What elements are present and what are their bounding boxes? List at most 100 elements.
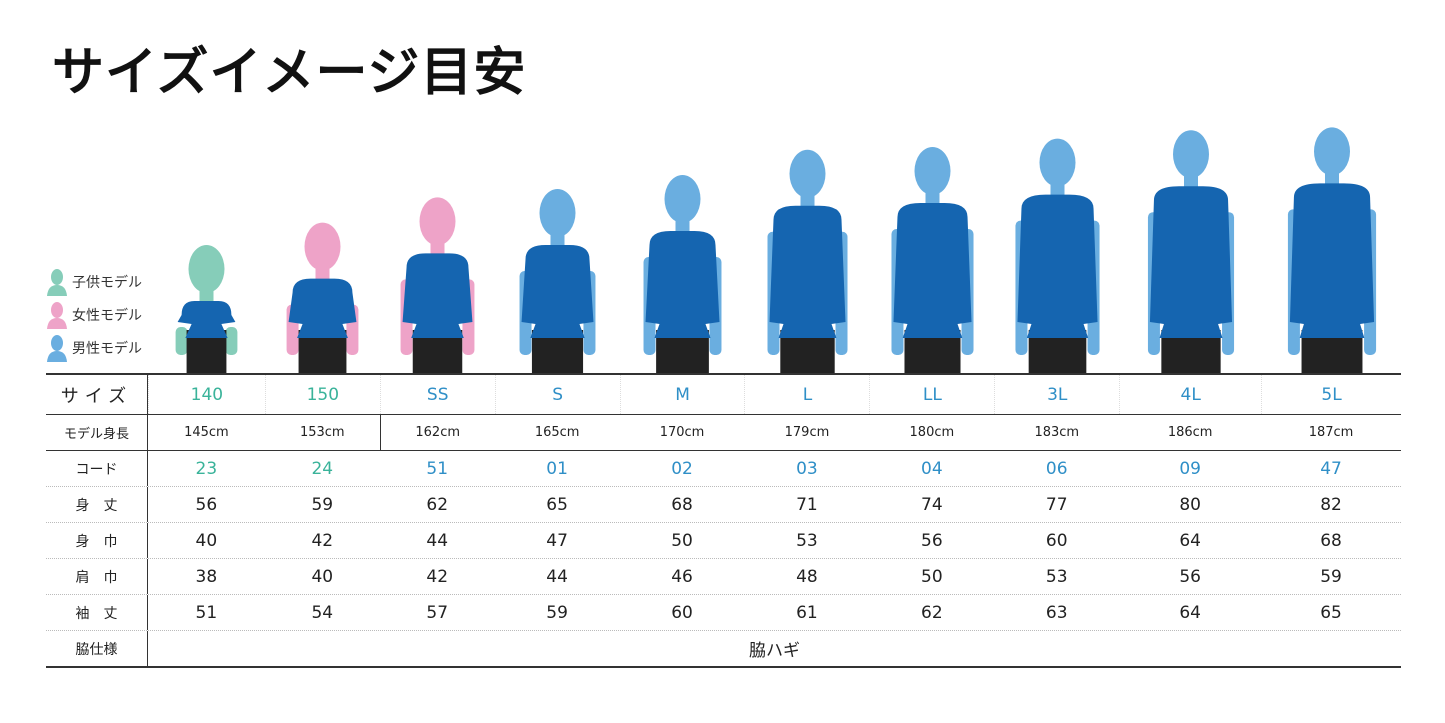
legend-item-female: 女性モデル [46, 301, 142, 329]
table-cell: 59 [1320, 566, 1342, 587]
table-cell: 50 [671, 530, 693, 551]
table-cell: L [744, 375, 869, 414]
table-cell: 23 [195, 458, 218, 479]
table-cell: 46 [671, 566, 693, 587]
row-header: 肩 巾 [46, 559, 148, 594]
table-cell: 80 [1179, 494, 1201, 515]
table-cell: 64 [1179, 530, 1201, 551]
model-figure-male [519, 189, 596, 373]
table-cell: 186cm [1167, 425, 1213, 440]
person-icon [47, 269, 67, 296]
table-cell: 180cm [909, 425, 955, 440]
table-cell: 62 [426, 494, 449, 515]
legend-item-male: 男性モデル [46, 334, 142, 362]
row-header: モデル身長 [46, 415, 148, 450]
table-cell: 187cm [1308, 425, 1354, 440]
table-row: 身 巾 40 42 44 47 50 53 56 60 64 68 [46, 523, 1401, 559]
table-cell: 04 [921, 458, 943, 479]
table-cell: 140 [147, 375, 265, 414]
model-figure-child [175, 245, 238, 373]
table-cell: 47 [1320, 458, 1342, 479]
legend-label: 子供モデル [72, 275, 142, 291]
page-title: サイズイメージ目安 [52, 43, 527, 103]
table-cell: 01 [546, 458, 568, 479]
table-cell: 44 [546, 566, 568, 587]
table-cell: 50 [921, 566, 943, 587]
table-cell: 145cm [184, 425, 229, 440]
person-icon [47, 335, 67, 362]
table-cell: 165cm [534, 425, 580, 440]
table-cell: 64 [1179, 602, 1201, 623]
table-cell: 03 [796, 458, 818, 479]
table-cell: 38 [195, 566, 218, 587]
table-row-side-spec: 脇仕様 脇ハギ [46, 631, 1401, 668]
row-header: サイズ [46, 375, 148, 414]
table-cell: 57 [426, 602, 449, 623]
table-cell: 68 [671, 494, 693, 515]
table-cell: 63 [1045, 602, 1068, 623]
table-cell: 4L [1119, 375, 1261, 414]
table-cell: 54 [311, 602, 334, 623]
table-cell: 02 [671, 458, 693, 479]
table-cell: 53 [796, 530, 818, 551]
table-cell: 56 [921, 530, 943, 551]
table-cell: 162cm [379, 415, 495, 450]
model-figure-male [891, 147, 974, 373]
table-cell: 5L [1261, 375, 1401, 414]
table-cell: 51 [195, 602, 218, 623]
model-figure-female [286, 222, 359, 373]
table-cell: 68 [1320, 530, 1342, 551]
table-cell: SS [379, 375, 495, 414]
row-header: 身 丈 [46, 487, 148, 522]
table-cell: M [619, 375, 745, 414]
table-cell: 150 [264, 375, 380, 414]
legend-item-child: 子供モデル [46, 268, 142, 296]
row-header: 脇仕様 [46, 631, 148, 666]
table-cell: 40 [311, 566, 334, 587]
table-cell: S [494, 375, 620, 414]
table-cell: 82 [1320, 494, 1342, 515]
table-cell: 47 [546, 530, 568, 551]
table-cell: LL [869, 375, 994, 414]
table-cell: 40 [195, 530, 218, 551]
model-figures [175, 127, 1377, 373]
person-icon [47, 302, 67, 329]
model-figure-male [767, 149, 848, 373]
table-cell: 183cm [1034, 425, 1080, 440]
table-cell: 09 [1179, 458, 1201, 479]
table-cell: 153cm [299, 425, 345, 440]
size-table: サイズ 140 150 SS S M L LL 3L 4L 5L モデル身長 145cm 153cm 162… [46, 373, 1401, 668]
table-cell: 48 [796, 566, 818, 587]
row-header: コード [46, 451, 148, 486]
legend-label: 男性モデル [72, 341, 142, 357]
table-cell: 62 [921, 602, 943, 623]
table-cell: 60 [671, 602, 693, 623]
table-cell: 53 [1045, 566, 1068, 587]
table-cell: 51 [426, 458, 449, 479]
table-cell: 179cm [784, 425, 830, 440]
table-row: 身 丈 56 59 62 65 68 71 74 77 80 82 [46, 487, 1401, 523]
side-spec-value: 脇ハギ [749, 641, 800, 661]
legend-label: 女性モデル [72, 308, 142, 324]
table-cell: 24 [311, 458, 334, 479]
table-row: 袖 丈 51 54 57 59 60 61 62 63 64 65 [46, 595, 1401, 631]
table-cell: 59 [546, 602, 568, 623]
table-row: モデル身長 145cm 153cm 162cm 165cm 170cm 179cm 180cm… [46, 415, 1401, 451]
model-figure-male [1287, 127, 1377, 373]
model-figure-male [643, 175, 722, 373]
table-cell: 06 [1045, 458, 1068, 479]
model-figure-female [400, 197, 475, 373]
table-cell: 170cm [659, 425, 705, 440]
table-cell: 71 [796, 494, 818, 515]
table-cell: 44 [426, 530, 449, 551]
table-cell: 60 [1045, 530, 1068, 551]
table-cell: 3L [994, 375, 1119, 414]
table-row: サイズ 140 150 SS S M L LL 3L 4L 5L [46, 373, 1401, 415]
table-cell: 59 [311, 494, 334, 515]
table-cell: 42 [311, 530, 334, 551]
row-header: 袖 丈 [46, 595, 148, 630]
table-cell: 65 [1320, 602, 1342, 623]
model-figure-male [1015, 138, 1100, 373]
row-header: 身 巾 [46, 523, 148, 558]
